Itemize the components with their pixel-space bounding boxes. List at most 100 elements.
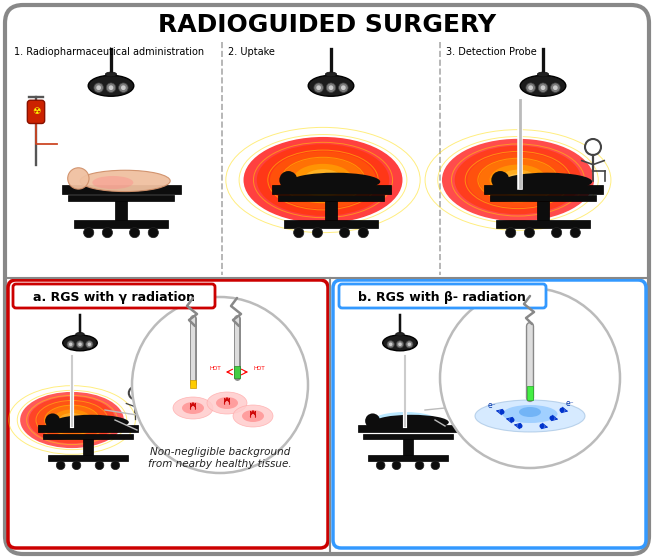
Bar <box>115 201 127 220</box>
Circle shape <box>585 139 601 155</box>
Circle shape <box>328 86 334 90</box>
Circle shape <box>528 86 533 90</box>
Bar <box>61 185 181 193</box>
Bar <box>496 220 590 228</box>
Circle shape <box>339 83 348 92</box>
Ellipse shape <box>489 164 547 196</box>
Circle shape <box>148 228 158 238</box>
Circle shape <box>525 228 534 238</box>
Circle shape <box>341 86 346 90</box>
Circle shape <box>313 228 322 238</box>
Text: 2. Uptake: 2. Uptake <box>228 47 275 57</box>
Circle shape <box>509 418 515 423</box>
Bar <box>325 201 337 220</box>
Circle shape <box>431 461 439 470</box>
Circle shape <box>398 343 402 346</box>
Bar <box>234 366 240 378</box>
Ellipse shape <box>59 413 85 427</box>
Bar <box>490 195 596 201</box>
Ellipse shape <box>92 176 133 189</box>
Circle shape <box>392 461 401 470</box>
Ellipse shape <box>88 75 134 96</box>
Bar <box>527 386 533 400</box>
Circle shape <box>506 228 516 238</box>
Circle shape <box>526 83 536 92</box>
Ellipse shape <box>290 173 380 191</box>
Circle shape <box>106 83 116 92</box>
Circle shape <box>132 297 308 473</box>
FancyBboxPatch shape <box>5 5 649 554</box>
Bar <box>43 434 133 439</box>
Circle shape <box>339 228 350 238</box>
Circle shape <box>405 341 413 348</box>
Circle shape <box>317 86 321 90</box>
Circle shape <box>540 424 545 429</box>
Circle shape <box>389 343 392 346</box>
Text: a. RGS with γ radiation: a. RGS with γ radiation <box>33 291 195 304</box>
Ellipse shape <box>468 153 569 207</box>
Ellipse shape <box>396 333 404 336</box>
FancyBboxPatch shape <box>339 284 546 308</box>
Circle shape <box>129 228 140 238</box>
Circle shape <box>553 86 558 90</box>
Circle shape <box>538 83 548 92</box>
Text: 3. Detection Probe: 3. Detection Probe <box>446 47 537 57</box>
Circle shape <box>84 228 94 238</box>
Ellipse shape <box>506 174 530 186</box>
Circle shape <box>396 341 404 348</box>
Ellipse shape <box>105 72 116 77</box>
Ellipse shape <box>455 146 581 214</box>
Circle shape <box>88 343 91 346</box>
Ellipse shape <box>20 392 124 448</box>
Ellipse shape <box>29 396 115 443</box>
Ellipse shape <box>233 405 273 427</box>
Bar <box>483 185 602 193</box>
FancyBboxPatch shape <box>8 280 328 548</box>
Bar <box>48 454 128 461</box>
FancyBboxPatch shape <box>27 100 44 124</box>
Circle shape <box>415 461 424 470</box>
Ellipse shape <box>502 173 593 191</box>
Ellipse shape <box>173 397 213 419</box>
Circle shape <box>407 343 411 346</box>
Ellipse shape <box>243 137 402 223</box>
Ellipse shape <box>54 415 129 430</box>
Ellipse shape <box>388 416 422 426</box>
Circle shape <box>69 343 73 346</box>
Circle shape <box>326 83 336 92</box>
Ellipse shape <box>64 416 80 424</box>
Circle shape <box>95 461 104 470</box>
Circle shape <box>376 461 385 470</box>
Ellipse shape <box>373 412 438 430</box>
Ellipse shape <box>257 144 389 216</box>
Ellipse shape <box>45 406 99 434</box>
Bar <box>403 439 413 454</box>
Circle shape <box>121 86 126 90</box>
Circle shape <box>549 415 555 420</box>
Circle shape <box>68 168 89 189</box>
Text: e⁻: e⁻ <box>566 399 575 408</box>
Text: b. RGS with β- radiation: b. RGS with β- radiation <box>358 291 526 304</box>
Bar <box>284 220 378 228</box>
Bar <box>271 185 390 193</box>
Text: HOT: HOT <box>253 366 265 371</box>
Circle shape <box>551 83 560 92</box>
Circle shape <box>86 341 93 348</box>
Circle shape <box>111 461 120 470</box>
Text: ☢: ☢ <box>32 107 41 116</box>
Ellipse shape <box>308 75 354 96</box>
Ellipse shape <box>80 170 170 192</box>
Ellipse shape <box>182 402 204 414</box>
Ellipse shape <box>270 151 376 209</box>
Ellipse shape <box>383 335 417 351</box>
Circle shape <box>78 343 82 346</box>
Circle shape <box>358 228 368 238</box>
Ellipse shape <box>293 164 353 196</box>
Circle shape <box>294 228 304 238</box>
Ellipse shape <box>325 72 337 77</box>
Circle shape <box>279 171 298 189</box>
Ellipse shape <box>207 392 247 414</box>
Bar <box>68 195 174 201</box>
Ellipse shape <box>63 335 97 351</box>
Circle shape <box>365 414 380 428</box>
